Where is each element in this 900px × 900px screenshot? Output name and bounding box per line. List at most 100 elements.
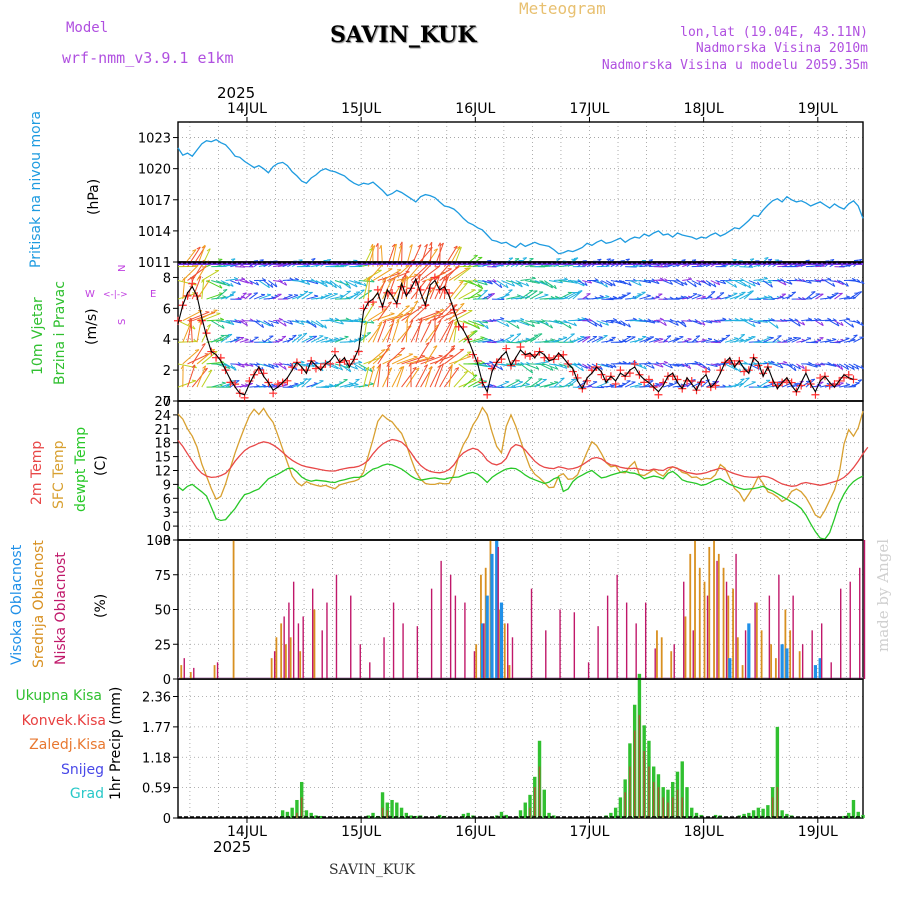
wind-arrowhead	[466, 355, 471, 357]
wind-arrow	[263, 280, 274, 288]
cloud-bar	[216, 662, 219, 679]
wind-arrow	[762, 337, 774, 343]
wind-arrow	[424, 324, 439, 343]
wind-arrowhead	[680, 282, 684, 287]
wind-arrowhead	[417, 244, 422, 248]
wind-arrow	[477, 320, 489, 330]
wind-arrow	[739, 337, 753, 343]
wind-speed-line	[177, 277, 854, 396]
wind-arrow	[382, 367, 393, 388]
wind-arrow	[292, 320, 305, 326]
wind-arrow	[177, 380, 197, 388]
wind-arrowhead	[550, 324, 554, 329]
precip-total-bar	[528, 794, 532, 818]
wind-arrowhead	[492, 384, 497, 388]
wind-arrowhead	[444, 274, 448, 279]
wind-arrow	[739, 266, 754, 268]
wind-arrow	[391, 366, 403, 388]
wind-arrowhead	[500, 317, 505, 320]
wind-arrowhead	[334, 317, 339, 321]
wind-arrowhead	[713, 339, 718, 342]
wind-arrow	[853, 291, 863, 300]
wind-arrow	[534, 361, 549, 365]
wind-arrowhead	[412, 366, 417, 370]
wind-arrowhead	[749, 258, 755, 260]
wind-arrow	[325, 280, 337, 289]
wind-arrow	[520, 376, 533, 388]
wind-arrowhead	[413, 355, 418, 358]
wind-arrow	[273, 319, 283, 322]
wind-arrow	[334, 379, 348, 388]
wind-arrow	[339, 290, 351, 300]
wind-arrow	[215, 289, 228, 300]
wind-arrowhead	[283, 322, 287, 327]
wind-arrow	[415, 317, 423, 343]
wind-arrow	[853, 320, 864, 327]
wind-arrowhead	[271, 322, 274, 327]
cloud-bar	[232, 540, 235, 679]
wind-arrow	[196, 319, 202, 343]
precip-conv-bar	[657, 787, 660, 818]
wind-arrowhead	[255, 384, 260, 387]
wind-arrow	[853, 336, 864, 343]
wind-arrow	[225, 278, 238, 282]
wind-arrowhead	[339, 366, 343, 371]
wind-arrowhead	[550, 338, 555, 341]
wind-arrowhead	[421, 354, 426, 357]
wind-compass-cross: <-|->	[103, 290, 128, 300]
cloud-bar	[180, 665, 183, 679]
wind-arrow	[405, 262, 422, 281]
wind-arrowhead	[691, 259, 697, 261]
wind-arrow	[263, 363, 275, 370]
precip-total-bar	[747, 812, 751, 818]
wind-arrow	[634, 363, 647, 370]
cloud-bar	[789, 630, 792, 679]
wind-arrow	[848, 363, 859, 370]
cloud-bar	[644, 602, 647, 679]
wind-arrow	[853, 363, 864, 370]
wind-arrow	[815, 337, 824, 343]
ytick-label: 24	[154, 409, 171, 424]
wind-arrow	[367, 349, 386, 365]
wind-arrowhead	[379, 245, 382, 250]
wind-arrowhead	[584, 281, 588, 286]
wind-arrowhead	[675, 321, 679, 326]
wind-arrowhead	[749, 317, 754, 320]
wind-arrowhead	[605, 294, 610, 298]
wind-arrow	[477, 363, 491, 368]
wind-arrowhead	[625, 258, 630, 261]
wind-arrow	[391, 244, 397, 267]
wind-arrow	[691, 280, 702, 286]
cloud-bar	[741, 665, 744, 679]
wind-arrowhead	[856, 278, 861, 282]
precip-total-bar	[290, 807, 294, 818]
wind-arrow	[482, 280, 493, 285]
wind-arrowhead	[767, 295, 772, 298]
ytick-label: 1.77	[142, 721, 171, 736]
wind-arrow	[191, 367, 208, 388]
wind-arrow	[453, 267, 471, 281]
wind-arrowhead	[805, 259, 810, 262]
wind-arrow	[705, 291, 716, 300]
wind-arrow	[453, 371, 469, 388]
wind-arrowhead	[237, 281, 241, 286]
wind-arrowhead	[840, 321, 844, 326]
cloud-bar	[616, 574, 618, 679]
wind-arrowhead	[201, 244, 206, 249]
wind-arrowhead	[845, 295, 851, 298]
ytick-label: 1011	[138, 256, 171, 271]
wind-arrow	[239, 320, 248, 327]
wind-arrowhead	[581, 317, 586, 320]
precip-total-bar	[409, 815, 413, 818]
wind-arrow	[420, 321, 432, 343]
cloud-bar	[530, 588, 533, 679]
wind-arrowhead	[360, 289, 365, 292]
wind-arrow	[301, 291, 313, 300]
wind-arrowhead	[550, 366, 554, 371]
wind-arrow	[786, 337, 798, 343]
cloud-bar	[635, 623, 637, 679]
day-label-bottom: 16JUL	[455, 824, 495, 840]
ytick-label: 9	[163, 478, 171, 493]
wind-arrowhead	[684, 295, 689, 299]
cloud-bar	[326, 602, 328, 679]
